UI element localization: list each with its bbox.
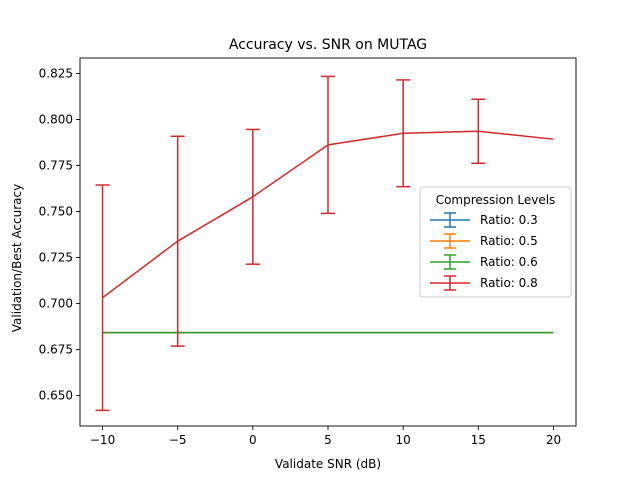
y-tick-label: 0.775 [39,159,73,173]
legend-item-1: Ratio: 0.3 [430,212,538,228]
chart-title: Accuracy vs. SNR on MUTAG [229,37,427,53]
y-tick-label: 0.675 [39,343,73,357]
y-tick-label: 0.650 [39,389,73,403]
x-tick-label: 0 [249,433,257,447]
legend: Compression Levels Ratio: 0.3 Ratio: 0.5 Ra… [419,186,572,298]
x-tick-label: 20 [546,433,561,447]
legend-label: Ratio: 0.8 [480,276,538,290]
legend-label: Ratio: 0.5 [480,234,538,248]
y-tick-label: 0.725 [39,251,73,265]
series-4 [95,75,554,412]
legend-item-3: Ratio: 0.6 [430,254,538,270]
legend-label: Ratio: 0.6 [480,255,538,269]
x-tick-label: −10 [90,433,115,447]
legend-item-2: Ratio: 0.5 [430,233,538,249]
legend-box [419,186,572,298]
x-tick-label: 5 [324,433,332,447]
plot-area [95,75,554,412]
legend-label: Ratio: 0.3 [480,213,538,227]
x-tick-label: −5 [169,433,187,447]
x-tick-label: 10 [396,433,411,447]
y-axis-label: Validation/Best Accuracy [10,184,24,332]
series-line [102,130,554,299]
x-axis-label: Validate SNR (dB) [275,457,381,471]
y-tick-label: 0.800 [39,112,73,126]
y-tick-label: 0.700 [39,297,73,311]
axes: −10 −5 0 5 10 15 20 0.650 0.675 0.700 0.725 0.750 0.… [39,57,577,447]
y-tick-label: 0.750 [39,205,73,219]
y-tick-label: 0.825 [39,66,73,80]
legend-title: Compression Levels [436,193,556,207]
x-tick-label: 15 [471,433,486,447]
legend-item-4: Ratio: 0.8 [430,275,538,291]
